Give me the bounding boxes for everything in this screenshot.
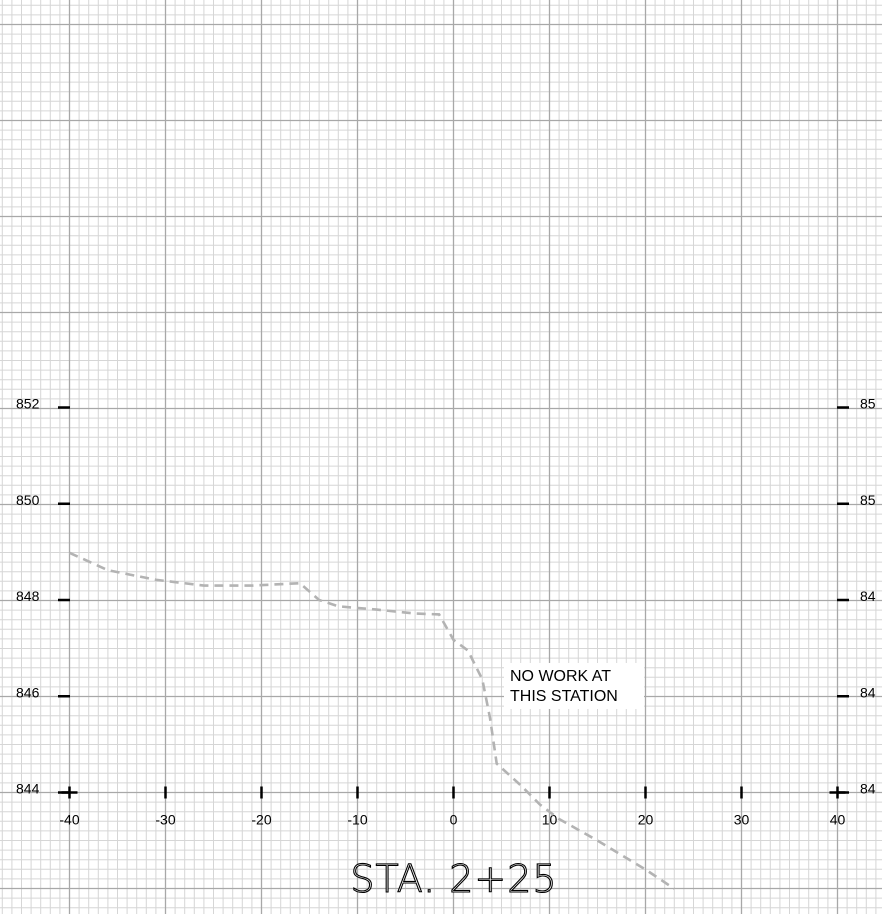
y-tick-label-left: 852 [16, 396, 40, 412]
ground-profile [68, 551, 676, 890]
x-tick-label: -20 [251, 812, 271, 828]
x-tick-label: 0 [450, 812, 458, 828]
y-tick-label-left: 850 [16, 492, 40, 508]
y-tick-label-right: 84 [860, 588, 876, 604]
x-tick-label: -40 [59, 812, 79, 828]
y-tick-label-right: 85 [860, 396, 876, 412]
y-tick-label-right: 85 [860, 492, 876, 508]
annotation-line-1: NO WORK AT [510, 668, 611, 685]
y-tick-label-left: 844 [16, 781, 40, 797]
ground-profile-line [68, 551, 676, 890]
y-tick-label-left: 848 [16, 588, 40, 604]
x-tick-label: 10 [542, 812, 558, 828]
x-tick-label: 20 [638, 812, 654, 828]
station-title: STA. 2+25 [350, 857, 557, 901]
y-tick-label-left: 846 [16, 684, 40, 700]
axis-ticks: -40 -30 -20 -10 0 10 20 30 40 852 850 848 846 844 85 85… [16, 396, 876, 828]
y-tick-label-right: 84 [860, 684, 876, 700]
x-tick-label: 30 [734, 812, 750, 828]
y-tick-label-right: 84 [860, 781, 876, 797]
x-tick-label: 40 [830, 812, 846, 828]
x-tick-label: -10 [347, 812, 367, 828]
annotation-mask [504, 663, 644, 709]
annotation-line-2: THIS STATION [510, 688, 618, 705]
x-tick-label: -30 [155, 812, 175, 828]
